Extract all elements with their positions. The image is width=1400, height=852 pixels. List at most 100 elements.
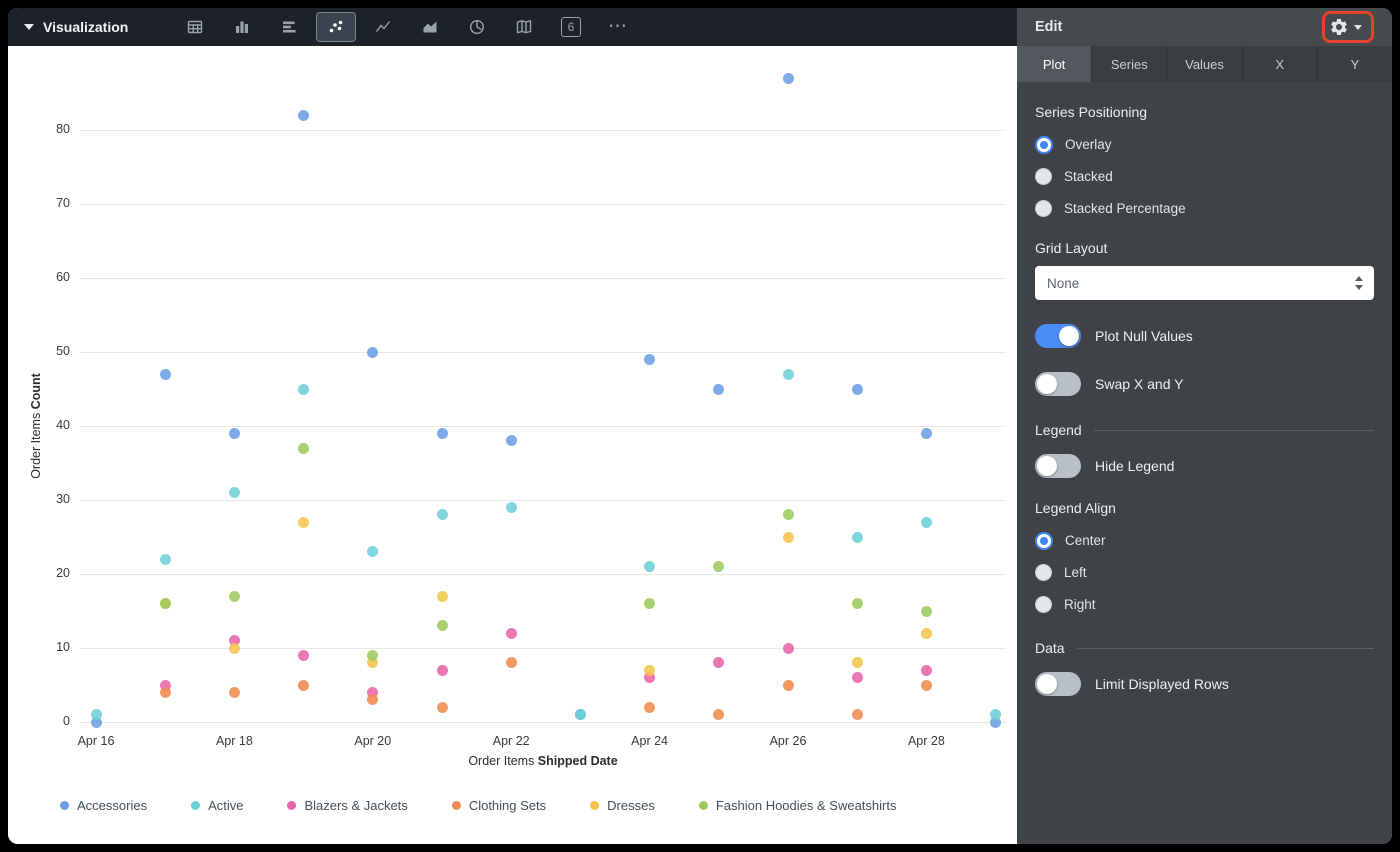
data-point[interactable] [228,642,240,654]
radio-button[interactable] [1035,596,1052,613]
radio-stacked-percentage[interactable]: Stacked Percentage [1035,193,1374,224]
viz-type-scatter-button[interactable] [316,12,356,42]
limit-rows-row[interactable]: Limit Displayed Rows [1035,672,1374,696]
viz-type-column-button[interactable] [223,13,261,41]
plot-null-values-row[interactable]: Plot Null Values [1035,324,1374,348]
collapse-caret-icon[interactable] [24,24,34,30]
data-point[interactable] [920,427,932,439]
data-point[interactable] [436,620,448,632]
data-point[interactable] [505,627,517,639]
data-point[interactable] [782,368,794,380]
data-point[interactable] [713,561,725,573]
data-point[interactable] [990,709,1002,721]
data-point[interactable] [436,590,448,602]
legend-item[interactable]: Accessories [60,798,147,813]
grid-layout-select[interactable]: None [1035,266,1374,300]
radio-left[interactable]: Left [1035,557,1374,588]
plot-null-values-toggle[interactable] [1035,324,1081,348]
data-point[interactable] [851,709,863,721]
data-point[interactable] [436,427,448,439]
settings-gear-button[interactable] [1329,8,1362,46]
viz-type-more-button[interactable]: ⋯ [599,13,637,41]
viz-type-single-value-button[interactable]: 6 [552,13,590,41]
limit-rows-toggle[interactable] [1035,672,1081,696]
data-point[interactable] [644,701,656,713]
radio-button[interactable] [1035,200,1052,217]
data-point[interactable] [298,442,310,454]
data-point[interactable] [920,516,932,528]
data-point[interactable] [159,553,171,565]
data-point[interactable] [851,531,863,543]
data-point[interactable] [920,679,932,691]
viz-type-pie-button[interactable] [458,13,496,41]
data-point[interactable] [228,427,240,439]
legend-item[interactable]: Fashion Hoodies & Sweatshirts [698,798,896,813]
hide-legend-toggle[interactable] [1035,454,1081,478]
data-point[interactable] [367,546,379,558]
tab-y[interactable]: Y [1350,56,1360,72]
data-point[interactable] [228,487,240,499]
tab-x[interactable]: X [1243,46,1318,82]
radio-button[interactable] [1035,564,1052,581]
data-point[interactable] [298,649,310,661]
data-point[interactable] [436,701,448,713]
data-point[interactable] [782,679,794,691]
legend-item[interactable]: Dresses [590,798,655,813]
data-point[interactable] [159,686,171,698]
data-point[interactable] [644,664,656,676]
data-point[interactable] [228,635,240,647]
visualization-header[interactable]: Visualization [8,19,176,35]
data-point[interactable] [644,672,656,684]
viz-type-table-button[interactable] [176,13,214,41]
data-point[interactable] [367,649,379,661]
swap-x-y-row[interactable]: Swap X and Y [1035,372,1374,396]
radio-button[interactable] [1035,531,1053,550]
data-point[interactable] [920,664,932,676]
data-point[interactable] [644,561,656,573]
data-point[interactable] [782,642,794,654]
data-point[interactable] [298,109,310,121]
data-point[interactable] [298,516,310,528]
viz-type-area-button[interactable] [411,13,449,41]
data-point[interactable] [159,368,171,380]
data-point[interactable] [505,435,517,447]
hide-legend-row[interactable]: Hide Legend [1035,454,1374,478]
data-point[interactable] [920,627,932,639]
viz-type-map-button[interactable] [505,13,543,41]
data-point[interactable] [90,709,102,721]
data-point[interactable] [782,509,794,521]
data-point[interactable] [228,590,240,602]
data-point[interactable] [644,353,656,365]
data-point[interactable] [436,509,448,521]
data-point[interactable] [851,672,863,684]
data-point[interactable] [644,598,656,610]
data-point[interactable] [713,383,725,395]
data-point[interactable] [920,605,932,617]
radio-stacked[interactable]: Stacked [1035,161,1374,192]
viz-type-line-button[interactable] [364,13,402,41]
data-point[interactable] [851,598,863,610]
tab-values[interactable]: Values [1167,46,1243,82]
data-point[interactable] [990,716,1002,728]
data-point[interactable] [159,679,171,691]
data-point[interactable] [367,694,379,706]
legend-item[interactable]: Clothing Sets [451,798,546,813]
data-point[interactable] [713,709,725,721]
data-point[interactable] [505,657,517,669]
radio-button[interactable] [1035,168,1052,185]
data-point[interactable] [574,709,586,721]
data-point[interactable] [159,598,171,610]
radio-button[interactable] [1035,135,1053,154]
data-point[interactable] [367,346,379,358]
viz-type-bar-button[interactable] [270,13,308,41]
data-point[interactable] [782,72,794,84]
data-point[interactable] [298,383,310,395]
data-point[interactable] [228,686,240,698]
data-point[interactable] [90,716,102,728]
radio-right[interactable]: Right [1035,589,1374,620]
data-point[interactable] [713,657,725,669]
swap-x-y-toggle[interactable] [1035,372,1081,396]
data-point[interactable] [851,657,863,669]
data-point[interactable] [367,657,379,669]
data-point[interactable] [851,383,863,395]
